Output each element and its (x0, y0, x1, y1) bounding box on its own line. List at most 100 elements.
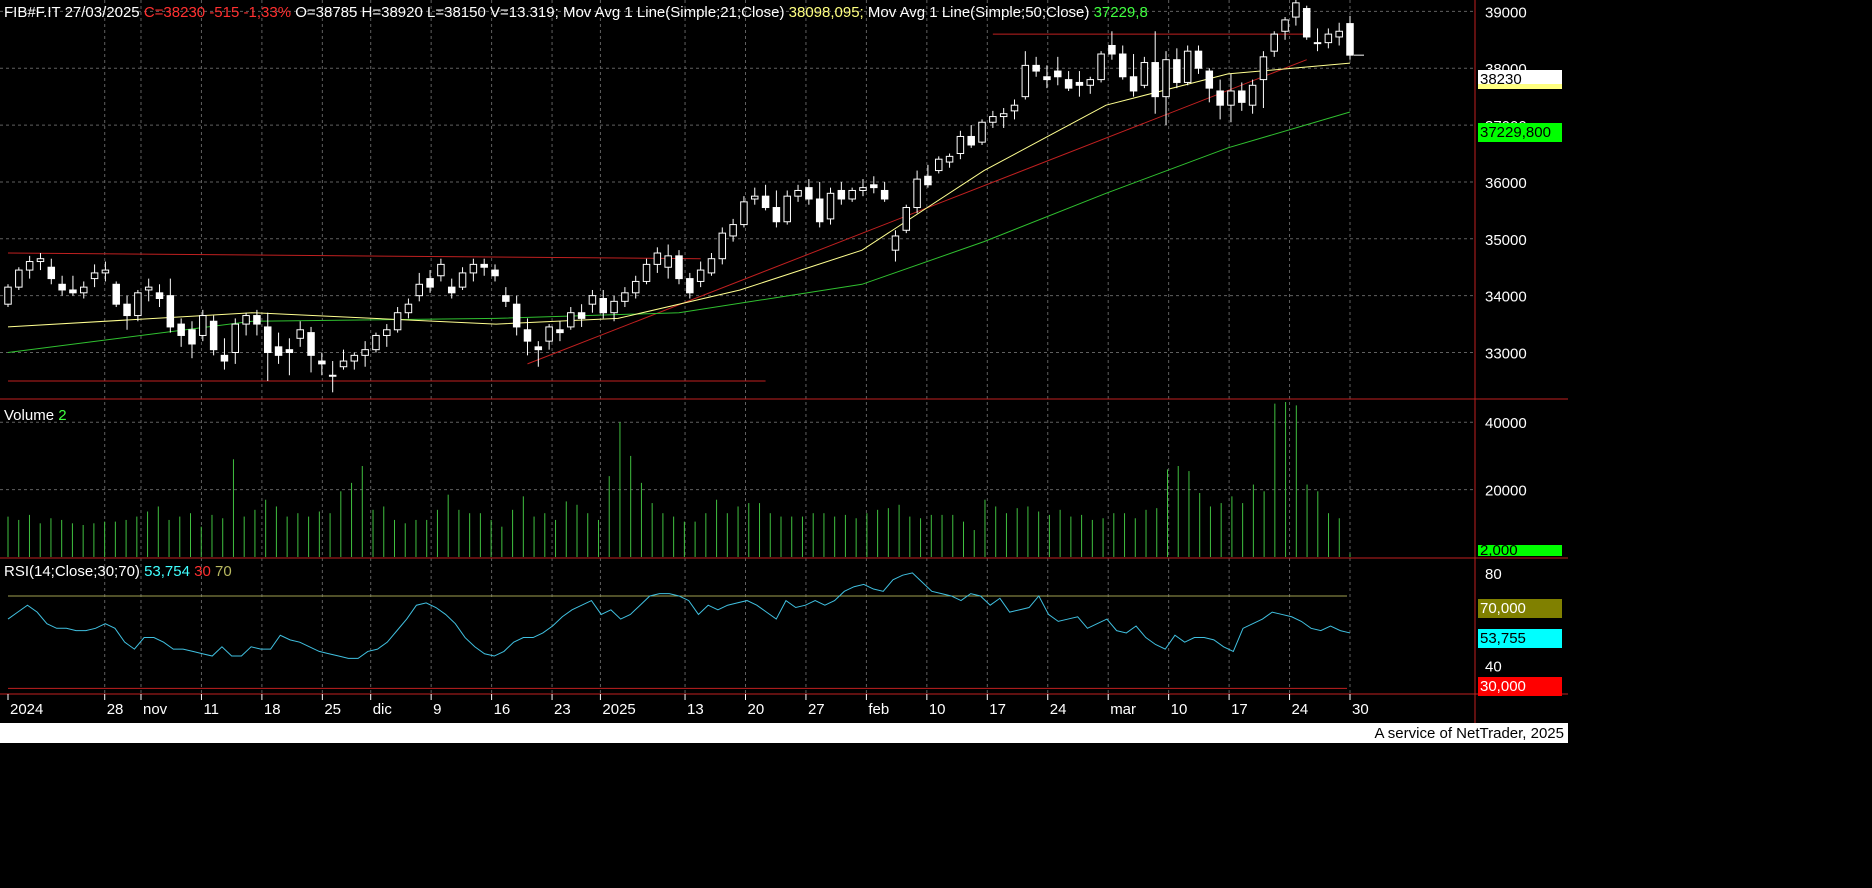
candle-body (1010, 104, 1019, 112)
candle-body (58, 283, 66, 291)
price-axis-tick: 36000 (1485, 175, 1527, 192)
footer-credit: A service of NetTrader, 2025 (1374, 725, 1564, 742)
candle-body (1302, 8, 1311, 38)
candle-body (69, 289, 77, 294)
candle-body (837, 189, 846, 200)
candle-body (339, 360, 348, 368)
candle-body (1227, 90, 1235, 106)
candle-body (534, 346, 543, 351)
candle-body (112, 283, 120, 305)
candle-body (1324, 33, 1333, 44)
candle-body (491, 269, 499, 277)
rsi-axis-tick: 40 (1485, 658, 1502, 675)
candle-body (577, 312, 586, 319)
candle-body (1281, 19, 1289, 32)
ma21-value: 38098,095 (788, 4, 860, 21)
candle-body (231, 323, 240, 354)
candle-body (967, 135, 975, 146)
candle-body (751, 195, 759, 200)
candle-body (1292, 2, 1300, 18)
candle-body (545, 326, 553, 342)
candle-body (956, 135, 965, 155)
price-axis-tick: 33000 (1485, 346, 1527, 363)
candle-body (4, 286, 12, 305)
x-tick-label: 2025 (602, 701, 635, 718)
candle-body (253, 315, 261, 325)
rsi-label: RSI(14;Close;30;70) (4, 563, 140, 580)
candle-body (166, 295, 175, 328)
rsi-line (7, 572, 1351, 659)
candle-body (123, 303, 131, 317)
candle-body (480, 263, 488, 268)
candle-body (242, 315, 250, 325)
x-tick-label: 18 (264, 701, 281, 718)
candle-body (177, 323, 185, 336)
x-tick-label: 13 (687, 701, 704, 718)
candle-body (101, 269, 110, 274)
candle-body (307, 332, 315, 356)
ohlcv-label: O=38785 H=38920 L=38150 V=13.319 (295, 4, 555, 21)
candle-body (296, 329, 304, 339)
x-tick-label: nov (143, 701, 168, 718)
candle-body (675, 255, 683, 280)
candle-body (880, 189, 889, 200)
candle-body (902, 207, 911, 231)
candle-body (631, 280, 640, 294)
price-axis-tick: 34000 (1485, 289, 1527, 306)
rsi-value: 53,754 (144, 563, 190, 580)
candle-body (328, 374, 337, 377)
candle-body (1335, 30, 1343, 38)
candle-body (502, 295, 510, 302)
x-tick-label: 16 (494, 701, 511, 718)
close-label: C=38230 (143, 4, 206, 21)
candle-body (437, 263, 445, 277)
candle-body (1129, 76, 1138, 92)
x-tick-label: 23 (554, 701, 571, 718)
x-tick-label: 30 (1352, 701, 1369, 718)
ma21-line (7, 62, 1351, 328)
ma50-tag: 37229,800 (1478, 123, 1562, 142)
candle-body (924, 175, 932, 186)
date-label: 27/03/2025 (64, 4, 140, 21)
candle-body (25, 261, 34, 271)
x-tick-label: 27 (808, 701, 825, 718)
candle-body (1194, 50, 1203, 69)
candle-body (285, 349, 294, 354)
trendline (7, 252, 701, 260)
candle-body (1216, 90, 1224, 106)
candle-body (372, 334, 380, 351)
candle-body (848, 189, 856, 200)
x-tick-label: 20 (747, 701, 764, 718)
candle-body (188, 329, 196, 345)
symbol-label: FIB#F.IT (4, 4, 61, 21)
x-tick-label: 17 (1231, 701, 1248, 718)
candle-body (826, 192, 835, 220)
rsi-low-label: 30 (194, 563, 211, 580)
candle-body (913, 178, 921, 209)
candle-body (1075, 81, 1084, 86)
candle-body (567, 312, 575, 328)
rsi-high-tag: 70,000 (1478, 599, 1562, 618)
candle-body (859, 187, 867, 191)
candle-body (15, 269, 23, 288)
candle-body (80, 286, 88, 294)
candle-body (393, 312, 402, 331)
candle-body (469, 263, 478, 274)
candle-body (686, 278, 694, 294)
candle-body (458, 272, 467, 288)
candle-body (144, 286, 153, 291)
x-tick-label: 17 (989, 701, 1006, 718)
chart-canvas: 3300034000350003600037000380003900020000… (0, 0, 1568, 723)
x-tick-label: 24 (1292, 701, 1309, 718)
x-tick-label: 28 (107, 701, 124, 718)
x-tick-label: 10 (1171, 701, 1188, 718)
candle-body (1140, 62, 1149, 86)
candle-body (1118, 53, 1127, 78)
candle-body (523, 329, 532, 342)
candle-body (1205, 70, 1214, 89)
ma50-line (7, 111, 1351, 354)
candle-body (404, 303, 413, 314)
x-tick-label: mar (1110, 701, 1136, 718)
candle-body (989, 116, 997, 123)
candle-body (999, 113, 1008, 118)
